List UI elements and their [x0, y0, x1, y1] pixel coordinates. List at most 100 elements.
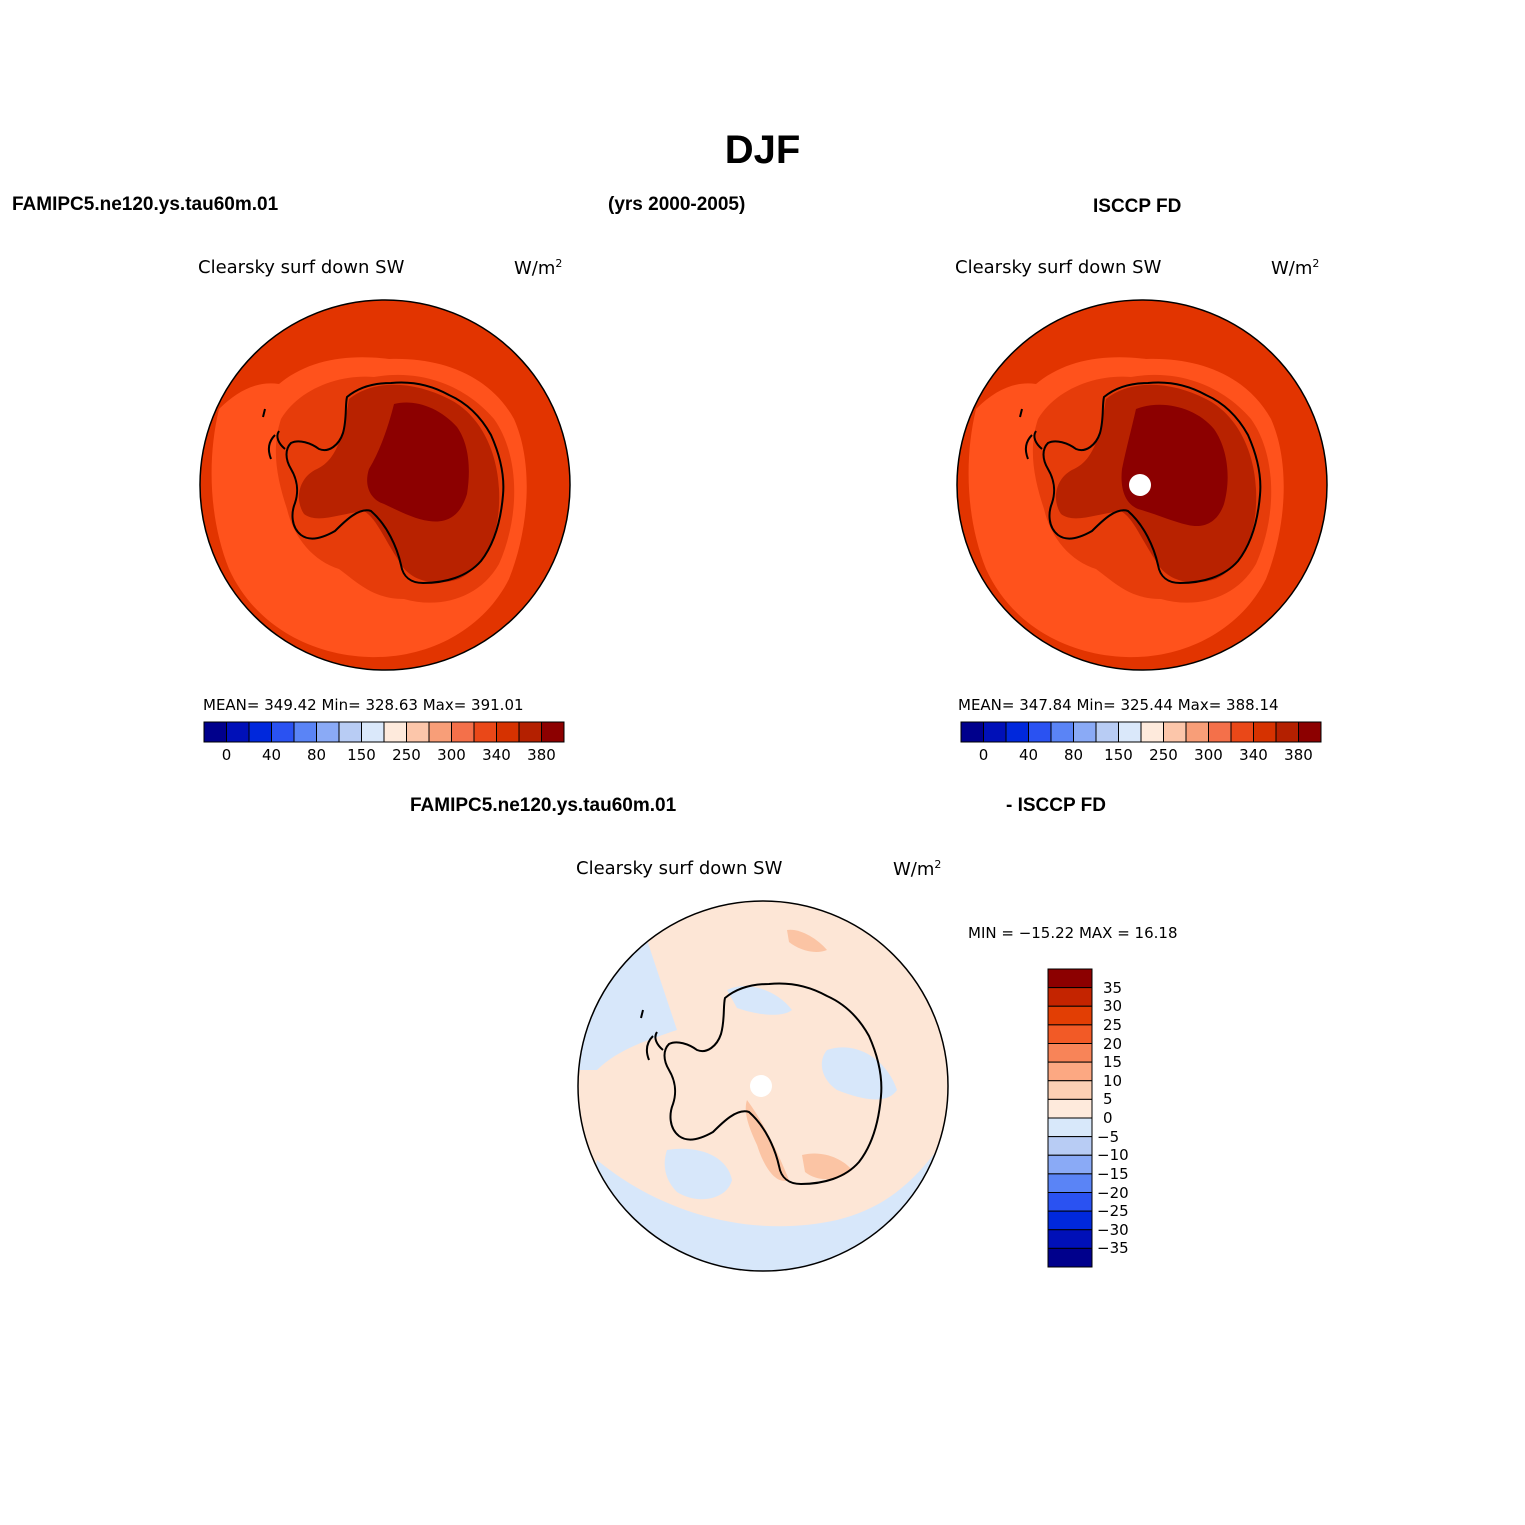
obs-colorbar-tick-label: 80: [1063, 746, 1084, 764]
diff-obs-label: - ISCCP FD: [1006, 795, 1106, 816]
model-colorbar-swatch: [226, 721, 250, 743]
diff-colorbar-tick-label: −15: [1097, 1164, 1129, 1183]
diff-colorbar-labels: 35 30 25 20 15 10 5 0 −5 −10 −15 −20 −25 −30 −35: [1097, 969, 1157, 1267]
model-colorbar-tick-label: 40: [261, 746, 282, 764]
model-colorbar-swatch: [271, 721, 295, 743]
model-colorbar-swatch: [383, 721, 407, 743]
model-colorbar-swatch: [248, 721, 272, 743]
obs-colorbar-labels: 0 40 80 150 250 300 340 380: [961, 746, 1321, 766]
diff-colorbar-tick-label: −10: [1097, 1146, 1129, 1165]
model-colorbar-swatch: [496, 721, 520, 743]
obs-stats: MEAN= 347.84 Min= 325.44 Max= 388.14: [958, 696, 1279, 714]
diff-colorbar-tick-label: −20: [1097, 1183, 1129, 1202]
diff-colorbar-tick-label: 0: [1103, 1109, 1113, 1127]
model-colorbar-swatch: [473, 721, 497, 743]
obs-colorbar-tick-label: 340: [1239, 746, 1268, 764]
years-label: (yrs 2000-2005): [608, 194, 746, 215]
model-colorbar-swatch: [316, 721, 340, 743]
diff-colorbar-swatch: [1047, 1024, 1093, 1044]
obs-colorbar-swatch: [1185, 721, 1209, 743]
diff-colorbar-tick-label: 10: [1103, 1071, 1123, 1090]
model-case-label: FAMIPC5.ne120.ys.tau60m.01: [12, 194, 279, 215]
diff-colorbar-tick-label: 30: [1103, 997, 1123, 1016]
model-colorbar-swatch: [203, 721, 227, 743]
obs-colorbar-swatch: [1208, 721, 1232, 743]
obs-colorbar-tick-label: 0: [978, 746, 989, 764]
diff-map: [577, 900, 949, 1272]
model-colorbar-swatch: [518, 721, 542, 743]
obs-colorbar-swatch: [1253, 721, 1277, 743]
diff-colorbar-swatch: [1047, 1136, 1093, 1156]
diff-variable-label: Clearsky surf down SW: [576, 858, 783, 879]
model-colorbar-tick-label: 250: [392, 746, 421, 764]
model-colorbar-swatch: [338, 721, 362, 743]
diff-colorbar-tick-label: −5: [1097, 1127, 1120, 1146]
obs-colorbar-tick-label: 300: [1194, 746, 1223, 764]
diff-colorbar-swatch: [1047, 1173, 1093, 1193]
diff-colorbar-tick-label: −25: [1097, 1202, 1129, 1221]
model-colorbar-tick-label: 300: [437, 746, 466, 764]
diff-colorbar-tick-label: 25: [1103, 1015, 1123, 1034]
model-colorbar-swatch: [406, 721, 430, 743]
model-colorbar-swatch: [428, 721, 452, 743]
diff-colorbar: [1047, 968, 1093, 1268]
model-colorbar-labels: 0 40 80 150 250 300 340 380: [204, 746, 564, 766]
obs-colorbar-swatch: [1118, 721, 1142, 743]
diff-units-label: W/m2: [893, 858, 942, 880]
model-stats: MEAN= 349.42 Min= 328.63 Max= 391.01: [203, 696, 524, 714]
obs-colorbar-swatch: [1028, 721, 1052, 743]
obs-colorbar-swatch: [1050, 721, 1074, 743]
diff-colorbar-swatch: [1047, 1154, 1093, 1175]
diff-model-label: FAMIPC5.ne120.ys.tau60m.01: [410, 795, 677, 816]
diff-colorbar-swatch: [1047, 968, 1093, 989]
obs-colorbar-swatch: [1073, 721, 1097, 743]
obs-colorbar-swatch: [1163, 721, 1187, 743]
obs-colorbar-tick-label: 150: [1104, 746, 1133, 764]
model-units-label: W/m2: [514, 257, 563, 279]
obs-colorbar: [960, 721, 1322, 743]
model-colorbar-tick-label: 80: [306, 746, 327, 764]
obs-colorbar-tick-label: 250: [1149, 746, 1178, 764]
model-colorbar-tick-label: 150: [347, 746, 376, 764]
obs-colorbar-swatch: [1298, 721, 1322, 743]
diff-colorbar-tick-label: 35: [1103, 978, 1123, 997]
obs-colorbar-tick-label: 40: [1018, 746, 1039, 764]
obs-colorbar-swatch: [1005, 721, 1029, 743]
obs-colorbar-swatch: [1230, 721, 1254, 743]
diff-colorbar-swatch: [1047, 987, 1093, 1007]
diff-stats: MIN = −15.22 MAX = 16.18: [968, 924, 1178, 942]
diff-colorbar-swatch: [1047, 1117, 1093, 1138]
diff-colorbar-swatch: [1047, 1043, 1093, 1063]
obs-colorbar-tick-label: 380: [1284, 746, 1313, 764]
diff-colorbar-swatch: [1047, 1005, 1093, 1026]
obs-colorbar-swatch: [1275, 721, 1299, 743]
diff-colorbar-swatch: [1047, 1098, 1093, 1119]
model-colorbar-swatch: [361, 721, 385, 743]
model-colorbar: [203, 721, 565, 743]
obs-variable-label: Clearsky surf down SW: [955, 257, 1162, 278]
diff-colorbar-swatch: [1047, 1229, 1093, 1249]
diff-colorbar-tick-label: 15: [1103, 1053, 1123, 1072]
diff-colorbar-tick-label: 5: [1103, 1090, 1113, 1109]
figure-title: DJF: [724, 128, 801, 172]
model-colorbar-swatch: [451, 721, 475, 743]
obs-colorbar-swatch: [1140, 721, 1164, 743]
model-colorbar-tick-label: 0: [221, 746, 232, 764]
diff-colorbar-swatch: [1047, 1080, 1093, 1100]
model-colorbar-swatch: [541, 721, 565, 743]
model-colorbar-tick-label: 380: [527, 746, 556, 764]
diff-colorbar-tick-label: −30: [1097, 1220, 1129, 1239]
diff-colorbar-swatch: [1047, 1061, 1093, 1082]
diff-colorbar-swatch: [1047, 1192, 1093, 1212]
model-map: [199, 299, 571, 671]
obs-map: [956, 299, 1328, 671]
diff-colorbar-swatch: [1047, 1247, 1093, 1268]
model-colorbar-swatch: [293, 721, 317, 743]
obs-units-label: W/m2: [1271, 257, 1320, 279]
diff-colorbar-tick-label: 20: [1103, 1034, 1123, 1053]
model-variable-label: Clearsky surf down SW: [198, 257, 405, 278]
obs-colorbar-swatch: [960, 721, 984, 743]
diff-colorbar-tick-label: −35: [1097, 1239, 1129, 1258]
diff-colorbar-swatch: [1047, 1210, 1093, 1231]
obs-label: ISCCP FD: [1093, 196, 1182, 217]
